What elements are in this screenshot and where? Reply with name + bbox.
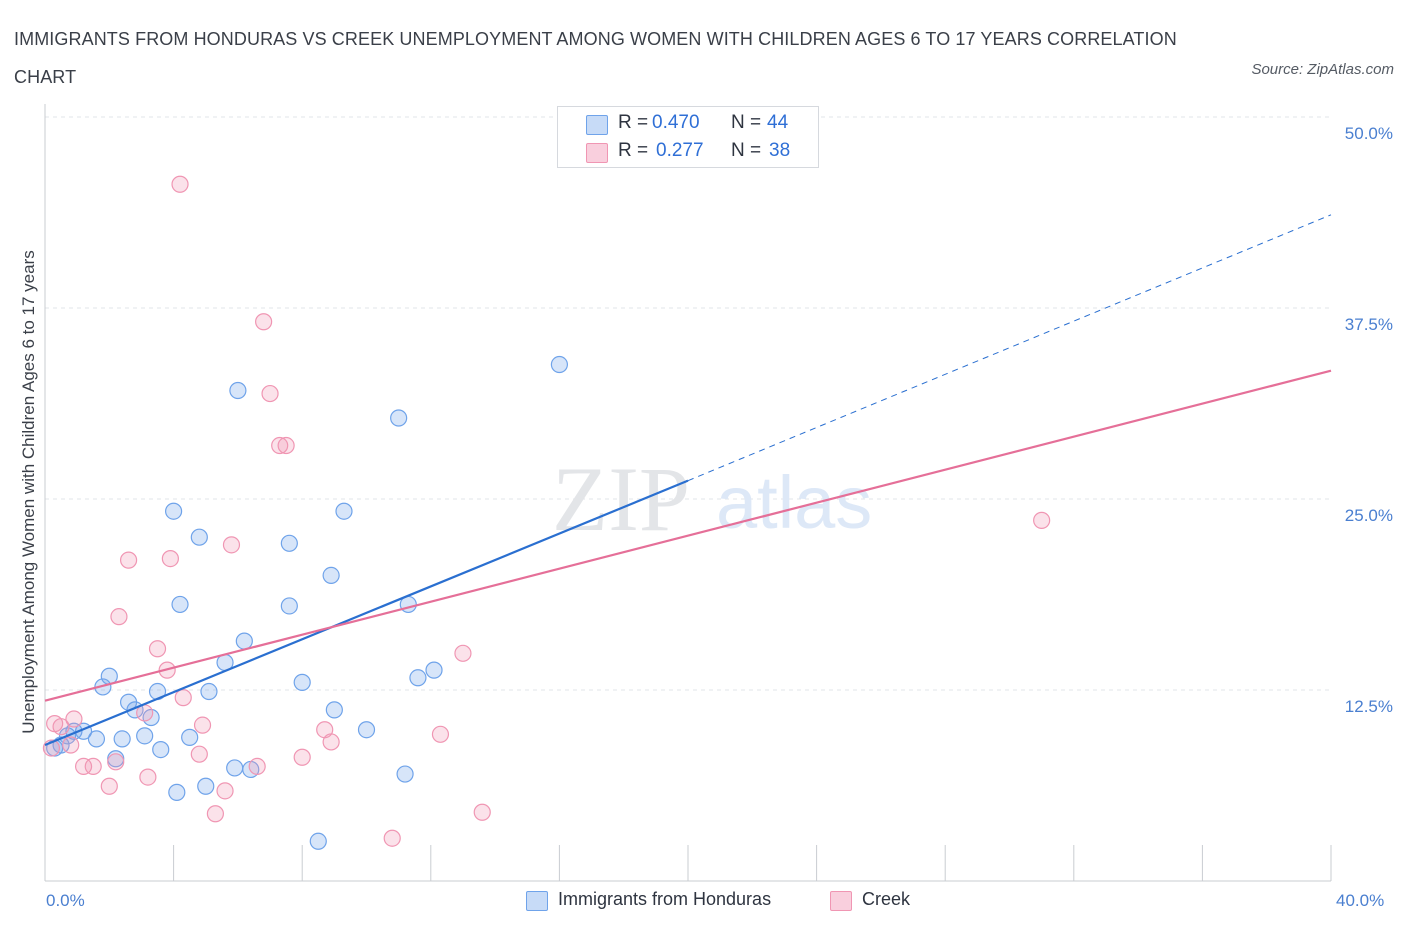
watermark-zip: ZIP — [552, 448, 690, 550]
data-point — [409, 669, 427, 687]
data-point — [171, 595, 189, 614]
creek-swatch — [586, 143, 608, 163]
watermark: ZIP atlas — [552, 448, 872, 550]
data-point — [74, 757, 93, 776]
watermark-atlas: atlas — [716, 461, 872, 544]
x-ticks — [44, 845, 1332, 881]
data-point — [261, 384, 279, 403]
data-point — [148, 640, 167, 658]
data-point — [193, 716, 212, 734]
data-point — [152, 740, 170, 759]
data-point — [1033, 511, 1051, 529]
data-point — [100, 777, 118, 795]
data-point — [226, 759, 244, 777]
trend-line — [44, 479, 689, 747]
data-point — [396, 765, 414, 783]
data-point — [325, 701, 343, 719]
data-point — [229, 381, 247, 400]
data-point — [161, 549, 179, 568]
data-point — [293, 673, 311, 691]
data-points — [42, 108, 1051, 850]
data-point — [454, 644, 472, 662]
data-point — [65, 710, 83, 728]
y-tick-labels: 12.5% 25.0% 37.5% 50.0% — [1345, 124, 1393, 716]
data-point — [280, 597, 298, 615]
r-label: R = — [618, 140, 649, 161]
creek-legend-label: Creek — [862, 889, 911, 909]
data-point — [248, 757, 266, 776]
data-point — [119, 551, 138, 569]
series-1 — [42, 108, 1051, 847]
creek-legend-swatch — [830, 891, 852, 911]
data-point — [255, 313, 273, 331]
data-point — [550, 355, 569, 374]
data-point — [168, 783, 186, 801]
data-point — [293, 748, 311, 766]
data-point — [110, 608, 128, 626]
data-point — [190, 745, 208, 763]
data-point — [62, 736, 80, 754]
y-tick-label: 37.5% — [1345, 315, 1393, 334]
data-point — [200, 682, 218, 701]
n-value: 38 — [769, 140, 791, 161]
data-point — [107, 753, 125, 771]
y-tick-label: 25.0% — [1345, 506, 1393, 525]
honduras-legend-swatch — [526, 891, 548, 911]
data-point — [216, 782, 234, 800]
data-point — [181, 728, 199, 746]
data-point — [277, 436, 295, 455]
data-point — [335, 502, 353, 520]
n-value: 44 — [767, 112, 789, 133]
data-point — [431, 725, 450, 743]
y-tick-label: 50.0% — [1345, 124, 1393, 143]
data-point — [174, 689, 192, 707]
n-label: N = — [731, 140, 762, 161]
x-tick-max: 40.0% — [1336, 891, 1385, 910]
y-axis-label: Unemployment Among Women with Children A… — [19, 250, 38, 734]
data-point — [206, 805, 224, 823]
data-point — [139, 768, 157, 786]
data-point — [190, 528, 208, 546]
data-point — [197, 777, 215, 795]
trend-line-extension — [687, 214, 1332, 482]
n-label: N = — [731, 112, 762, 133]
data-point — [171, 175, 189, 193]
data-point — [87, 730, 106, 748]
honduras-swatch — [586, 115, 608, 135]
trend-line — [44, 369, 1332, 702]
y-tick-label: 12.5% — [1345, 697, 1393, 716]
x-tick-min: 0.0% — [46, 891, 85, 910]
data-point — [425, 661, 443, 679]
data-point — [222, 536, 241, 554]
data-point — [322, 566, 340, 585]
r-label: R = — [618, 112, 649, 133]
data-point — [280, 534, 298, 552]
data-point — [473, 803, 491, 821]
r-value: 0.470 — [652, 112, 700, 133]
series-0 — [46, 355, 569, 850]
gridlines — [45, 116, 1331, 691]
source-label: Source: ZipAtlas.com — [1251, 61, 1394, 78]
data-point — [271, 436, 289, 455]
data-point — [357, 721, 376, 739]
chart-title: IMMIGRANTS FROM HONDURAS VS CREEK UNEMPL… — [14, 29, 1177, 87]
trend-lines — [44, 214, 1332, 747]
honduras-legend-label: Immigrants from Honduras — [558, 889, 772, 909]
data-point — [113, 730, 131, 748]
stats-legend: R = 0.470 N = 44 R = 0.277 N = 38 — [557, 106, 819, 168]
data-point — [390, 409, 408, 427]
data-point — [52, 718, 70, 736]
data-point — [136, 727, 154, 745]
data-point — [165, 502, 183, 520]
data-point — [322, 733, 340, 751]
r-value: 0.277 — [656, 140, 704, 161]
data-point — [235, 632, 253, 650]
data-point — [383, 829, 401, 847]
data-point — [84, 757, 102, 776]
data-point — [309, 832, 327, 850]
